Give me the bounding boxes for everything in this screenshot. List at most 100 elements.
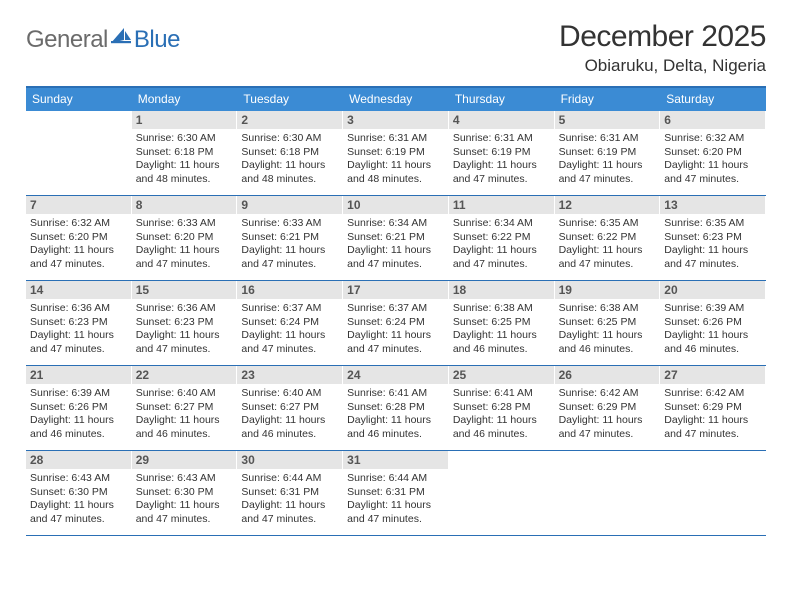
week-row: 14Sunrise: 6:36 AMSunset: 6:23 PMDayligh… — [26, 281, 766, 366]
daylight-text: Daylight: 11 hours and 47 minutes. — [136, 329, 233, 356]
sunrise-text: Sunrise: 6:30 AM — [136, 132, 233, 146]
day-cell: 4Sunrise: 6:31 AMSunset: 6:19 PMDaylight… — [449, 111, 555, 195]
sunrise-text: Sunrise: 6:43 AM — [30, 472, 127, 486]
sunrise-text: Sunrise: 6:38 AM — [559, 302, 656, 316]
sunset-text: Sunset: 6:19 PM — [347, 146, 444, 160]
sunrise-text: Sunrise: 6:42 AM — [664, 387, 761, 401]
day-details: Sunrise: 6:39 AMSunset: 6:26 PMDaylight:… — [30, 387, 127, 442]
day-details: Sunrise: 6:44 AMSunset: 6:31 PMDaylight:… — [347, 472, 444, 527]
day-cell — [660, 451, 766, 535]
logo-text-general: General — [26, 26, 108, 54]
day-number: 30 — [237, 451, 342, 469]
day-number: 13 — [660, 196, 765, 214]
day-cell: 9Sunrise: 6:33 AMSunset: 6:21 PMDaylight… — [237, 196, 343, 280]
weekday-header-row: SundayMondayTuesdayWednesdayThursdayFrid… — [26, 88, 766, 111]
sunset-text: Sunset: 6:20 PM — [136, 231, 233, 245]
sunset-text: Sunset: 6:28 PM — [453, 401, 550, 415]
day-details: Sunrise: 6:32 AMSunset: 6:20 PMDaylight:… — [30, 217, 127, 272]
daylight-text: Daylight: 11 hours and 47 minutes. — [347, 499, 444, 526]
sunrise-text: Sunrise: 6:44 AM — [241, 472, 338, 486]
daylight-text: Daylight: 11 hours and 47 minutes. — [347, 329, 444, 356]
day-cell: 23Sunrise: 6:40 AMSunset: 6:27 PMDayligh… — [237, 366, 343, 450]
weekday-header: Tuesday — [237, 88, 343, 111]
day-details: Sunrise: 6:44 AMSunset: 6:31 PMDaylight:… — [241, 472, 338, 527]
day-cell: 1Sunrise: 6:30 AMSunset: 6:18 PMDaylight… — [132, 111, 238, 195]
day-number: 2 — [237, 111, 342, 129]
day-details: Sunrise: 6:40 AMSunset: 6:27 PMDaylight:… — [241, 387, 338, 442]
day-cell: 26Sunrise: 6:42 AMSunset: 6:29 PMDayligh… — [555, 366, 661, 450]
day-number: 4 — [449, 111, 554, 129]
day-details: Sunrise: 6:35 AMSunset: 6:23 PMDaylight:… — [664, 217, 761, 272]
day-cell: 10Sunrise: 6:34 AMSunset: 6:21 PMDayligh… — [343, 196, 449, 280]
sunrise-text: Sunrise: 6:33 AM — [241, 217, 338, 231]
day-cell: 24Sunrise: 6:41 AMSunset: 6:28 PMDayligh… — [343, 366, 449, 450]
daylight-text: Daylight: 11 hours and 48 minutes. — [347, 159, 444, 186]
sunrise-text: Sunrise: 6:35 AM — [664, 217, 761, 231]
day-number: 29 — [132, 451, 237, 469]
day-number: 9 — [237, 196, 342, 214]
day-number: 10 — [343, 196, 448, 214]
daylight-text: Daylight: 11 hours and 47 minutes. — [241, 499, 338, 526]
day-cell: 2Sunrise: 6:30 AMSunset: 6:18 PMDaylight… — [237, 111, 343, 195]
daylight-text: Daylight: 11 hours and 47 minutes. — [664, 414, 761, 441]
day-cell: 13 Sunrise: 6:35 AMSunset: 6:23 PMDayligh… — [660, 196, 766, 280]
day-details: Sunrise: 6:33 AMSunset: 6:20 PMDaylight:… — [136, 217, 233, 272]
sunrise-text: Sunrise: 6:34 AM — [347, 217, 444, 231]
daylight-text: Daylight: 11 hours and 47 minutes. — [559, 159, 656, 186]
day-cell: 28 Sunrise: 6:43 AMSunset: 6:30 PMDayligh… — [26, 451, 132, 535]
sunrise-text: Sunrise: 6:33 AM — [136, 217, 233, 231]
day-number: 8 — [132, 196, 237, 214]
sunrise-text: Sunrise: 6:32 AM — [664, 132, 761, 146]
day-number: 21 — [26, 366, 131, 384]
day-number: 12 — [555, 196, 660, 214]
sunset-text: Sunset: 6:31 PM — [241, 486, 338, 500]
sunrise-text: Sunrise: 6:41 AM — [347, 387, 444, 401]
daylight-text: Daylight: 11 hours and 47 minutes. — [453, 244, 550, 271]
day-cell — [555, 451, 661, 535]
day-details: Sunrise: 6:30 AMSunset: 6:18 PMDaylight:… — [136, 132, 233, 187]
sunset-text: Sunset: 6:25 PM — [453, 316, 550, 330]
daylight-text: Daylight: 11 hours and 47 minutes. — [453, 159, 550, 186]
day-number: 17 — [343, 281, 448, 299]
sunset-text: Sunset: 6:21 PM — [241, 231, 338, 245]
day-details: Sunrise: 6:43 AMSunset: 6:30 PMDaylight:… — [30, 472, 127, 527]
day-number: 31 — [343, 451, 448, 469]
day-cell: 7 Sunrise: 6:32 AMSunset: 6:20 PMDaylight… — [26, 196, 132, 280]
day-cell: 16Sunrise: 6:37 AMSunset: 6:24 PMDayligh… — [237, 281, 343, 365]
day-details: Sunrise: 6:39 AMSunset: 6:26 PMDaylight:… — [664, 302, 761, 357]
day-number: 28 — [26, 451, 131, 469]
month-title: December 2025 — [559, 20, 766, 54]
week-row: 28Sunrise: 6:43 AMSunset: 6:30 PMDayligh… — [26, 451, 766, 536]
sunrise-text: Sunrise: 6:36 AM — [30, 302, 127, 316]
daylight-text: Daylight: 11 hours and 46 minutes. — [136, 414, 233, 441]
day-cell: 29Sunrise: 6:43 AMSunset: 6:30 PMDayligh… — [132, 451, 238, 535]
day-details: Sunrise: 6:41 AMSunset: 6:28 PMDaylight:… — [347, 387, 444, 442]
sunrise-text: Sunrise: 6:43 AM — [136, 472, 233, 486]
day-number: 7 — [26, 196, 131, 214]
day-details: Sunrise: 6:37 AMSunset: 6:24 PMDaylight:… — [241, 302, 338, 357]
sunrise-text: Sunrise: 6:31 AM — [347, 132, 444, 146]
weeks-container: 1Sunrise: 6:30 AMSunset: 6:18 PMDaylight… — [26, 111, 766, 536]
sunset-text: Sunset: 6:30 PM — [30, 486, 127, 500]
day-details: Sunrise: 6:32 AMSunset: 6:20 PMDaylight:… — [664, 132, 761, 187]
sunrise-text: Sunrise: 6:39 AM — [30, 387, 127, 401]
day-details: Sunrise: 6:34 AMSunset: 6:22 PMDaylight:… — [453, 217, 550, 272]
sunrise-text: Sunrise: 6:36 AM — [136, 302, 233, 316]
location-text: Obiaruku, Delta, Nigeria — [559, 56, 766, 76]
daylight-text: Daylight: 11 hours and 46 minutes. — [559, 329, 656, 356]
day-cell: 15Sunrise: 6:36 AMSunset: 6:23 PMDayligh… — [132, 281, 238, 365]
day-cell: 30 Sunrise: 6:44 AMSunset: 6:31 PMDayligh… — [237, 451, 343, 535]
day-cell: 3Sunrise: 6:31 AMSunset: 6:19 PMDaylight… — [343, 111, 449, 195]
logo-sail-icon — [111, 28, 131, 44]
weekday-header: Monday — [132, 88, 238, 111]
sunset-text: Sunset: 6:29 PM — [559, 401, 656, 415]
sunset-text: Sunset: 6:31 PM — [347, 486, 444, 500]
day-number: 18 — [449, 281, 554, 299]
weekday-header: Saturday — [660, 88, 766, 111]
sunset-text: Sunset: 6:22 PM — [453, 231, 550, 245]
day-number: 27 — [660, 366, 765, 384]
day-cell: 11Sunrise: 6:34 AMSunset: 6:22 PMDayligh… — [449, 196, 555, 280]
sunset-text: Sunset: 6:19 PM — [453, 146, 550, 160]
daylight-text: Daylight: 11 hours and 47 minutes. — [664, 159, 761, 186]
day-details: Sunrise: 6:36 AMSunset: 6:23 PMDaylight:… — [136, 302, 233, 357]
